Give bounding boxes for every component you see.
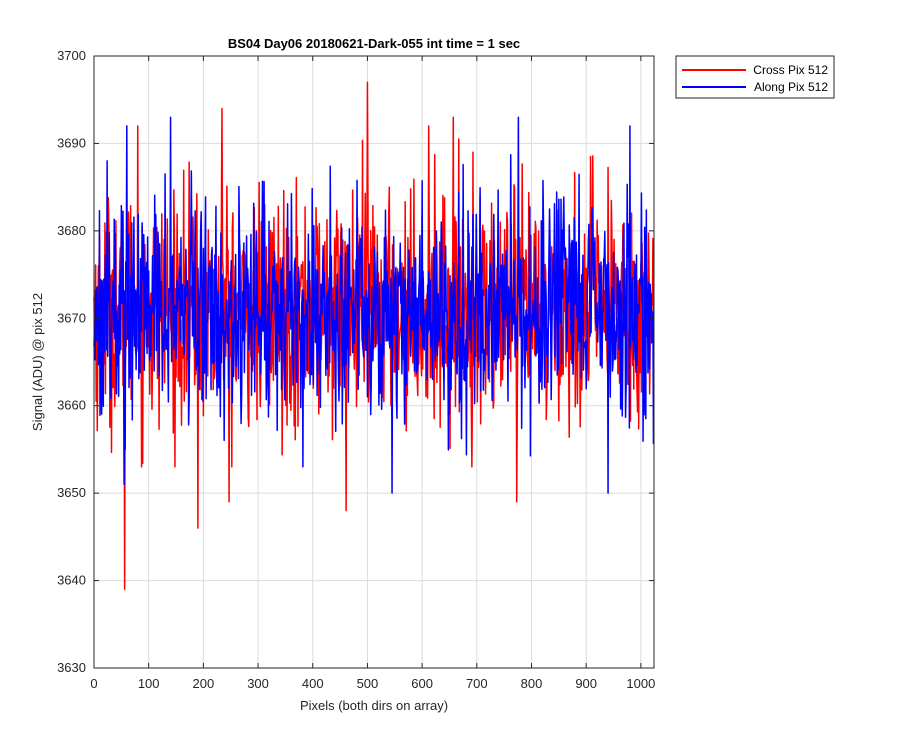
legend: Cross Pix 512 Along Pix 512 xyxy=(675,55,835,99)
x-tick-label: 800 xyxy=(521,676,543,691)
x-tick-label: 200 xyxy=(193,676,215,691)
y-tick-label: 3670 xyxy=(57,310,86,325)
x-tick-label: 600 xyxy=(411,676,433,691)
y-tick-label: 3680 xyxy=(57,223,86,238)
x-tick-label: 300 xyxy=(247,676,269,691)
y-tick-label: 3690 xyxy=(57,135,86,150)
y-tick-label: 3700 xyxy=(57,48,86,63)
y-tick-label: 3650 xyxy=(57,485,86,500)
x-tick-label: 500 xyxy=(357,676,379,691)
legend-entry-along: Along Pix 512 xyxy=(754,80,828,94)
x-axis-label: Pixels (both dirs on array) xyxy=(300,698,448,713)
y-tick-label: 3660 xyxy=(57,398,86,413)
series-line-1 xyxy=(93,116,655,494)
x-tick-label: 1000 xyxy=(626,676,655,691)
y-tick-label: 3630 xyxy=(57,660,86,675)
x-tick-label: 900 xyxy=(575,676,597,691)
plot-frame xyxy=(93,55,655,669)
y-axis-label: Signal (ADU) @ pix 512 xyxy=(30,293,45,431)
legend-box xyxy=(675,55,835,99)
chart-title: BS04 Day06 20180621-Dark-055 int time = … xyxy=(228,36,520,51)
x-tick-label: 100 xyxy=(138,676,160,691)
y-tick-label: 3640 xyxy=(57,573,86,588)
legend-entry-cross: Cross Pix 512 xyxy=(753,63,828,77)
x-tick-label: 400 xyxy=(302,676,324,691)
series-layer xyxy=(93,81,655,591)
x-tick-label: 700 xyxy=(466,676,488,691)
ticks: 0 100 200 300 400 500 600 700 800 900 1000 3630 3640… xyxy=(57,48,655,691)
x-tick-label: 0 xyxy=(90,676,97,691)
